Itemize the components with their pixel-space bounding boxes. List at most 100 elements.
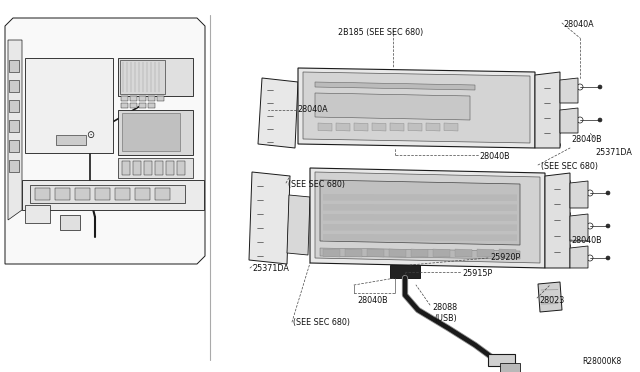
Circle shape xyxy=(556,81,561,87)
Polygon shape xyxy=(560,108,578,133)
Polygon shape xyxy=(411,249,428,257)
Polygon shape xyxy=(336,123,350,131)
Bar xyxy=(56,135,86,145)
Bar xyxy=(9,80,19,92)
Circle shape xyxy=(488,101,502,115)
Text: 25915P: 25915P xyxy=(462,269,492,278)
Text: 28040B: 28040B xyxy=(479,152,509,161)
Polygon shape xyxy=(367,249,384,257)
Polygon shape xyxy=(323,224,517,231)
Circle shape xyxy=(279,136,285,142)
Polygon shape xyxy=(408,123,422,131)
Circle shape xyxy=(556,97,561,103)
Bar xyxy=(155,188,170,200)
Circle shape xyxy=(72,117,108,153)
Circle shape xyxy=(515,208,539,232)
Circle shape xyxy=(269,195,275,201)
Bar xyxy=(135,188,150,200)
Circle shape xyxy=(598,118,602,122)
Bar xyxy=(75,188,90,200)
Bar xyxy=(139,96,146,101)
Bar xyxy=(55,188,70,200)
Circle shape xyxy=(85,90,95,100)
Bar xyxy=(130,96,137,101)
Bar xyxy=(122,161,130,175)
Bar xyxy=(139,103,146,108)
Polygon shape xyxy=(389,249,406,257)
Polygon shape xyxy=(258,78,298,148)
Polygon shape xyxy=(390,123,404,131)
Bar xyxy=(121,103,128,108)
Polygon shape xyxy=(323,194,517,201)
Polygon shape xyxy=(287,195,310,255)
Circle shape xyxy=(257,211,263,217)
Polygon shape xyxy=(354,123,368,131)
Circle shape xyxy=(68,73,112,117)
Bar xyxy=(144,161,152,175)
Circle shape xyxy=(267,126,273,132)
Circle shape xyxy=(269,223,275,229)
Polygon shape xyxy=(444,123,458,131)
Polygon shape xyxy=(318,123,332,131)
Bar xyxy=(148,103,155,108)
Polygon shape xyxy=(323,214,517,221)
Bar xyxy=(166,161,174,175)
Polygon shape xyxy=(323,249,340,257)
Bar xyxy=(35,188,50,200)
Circle shape xyxy=(168,73,176,81)
Bar xyxy=(148,96,155,101)
Circle shape xyxy=(522,215,532,225)
Polygon shape xyxy=(560,78,578,103)
Circle shape xyxy=(257,253,263,259)
Text: 28040B: 28040B xyxy=(571,135,602,144)
Text: 28040B: 28040B xyxy=(571,236,602,245)
Circle shape xyxy=(296,202,301,206)
Circle shape xyxy=(554,186,560,192)
Polygon shape xyxy=(249,172,290,264)
Bar xyxy=(177,161,185,175)
Text: 28040A: 28040A xyxy=(563,20,594,29)
Circle shape xyxy=(78,123,102,147)
Circle shape xyxy=(279,110,285,116)
Bar xyxy=(25,58,113,153)
Text: 25371DA: 25371DA xyxy=(252,264,289,273)
Polygon shape xyxy=(570,181,588,208)
Circle shape xyxy=(267,139,273,145)
Polygon shape xyxy=(499,249,516,257)
Bar xyxy=(9,140,19,152)
Circle shape xyxy=(606,256,610,260)
Bar xyxy=(115,188,130,200)
Polygon shape xyxy=(488,354,515,366)
Circle shape xyxy=(577,117,583,123)
Polygon shape xyxy=(323,234,517,241)
Text: 28023: 28023 xyxy=(539,296,564,305)
Circle shape xyxy=(554,249,560,255)
Circle shape xyxy=(257,183,263,189)
Bar xyxy=(118,110,193,155)
Circle shape xyxy=(566,244,570,248)
Polygon shape xyxy=(538,282,562,312)
Circle shape xyxy=(33,73,77,117)
Circle shape xyxy=(566,260,570,264)
Circle shape xyxy=(267,100,273,106)
Circle shape xyxy=(544,85,550,91)
Text: 2B185 (SEE SEC 680): 2B185 (SEE SEC 680) xyxy=(338,28,423,37)
Text: ⊙: ⊙ xyxy=(86,130,94,140)
Polygon shape xyxy=(477,249,494,257)
Text: (SEE SEC 680): (SEE SEC 680) xyxy=(541,162,598,171)
Polygon shape xyxy=(570,214,588,241)
Text: 28040B: 28040B xyxy=(357,296,388,305)
Circle shape xyxy=(479,92,511,124)
Circle shape xyxy=(566,196,570,201)
Circle shape xyxy=(554,217,560,223)
Polygon shape xyxy=(5,18,205,264)
Polygon shape xyxy=(372,123,386,131)
Polygon shape xyxy=(535,72,560,148)
Bar xyxy=(95,188,110,200)
Polygon shape xyxy=(315,93,470,120)
Circle shape xyxy=(296,228,301,234)
Circle shape xyxy=(269,209,275,215)
Polygon shape xyxy=(320,248,520,259)
Polygon shape xyxy=(320,180,520,245)
Text: 25920P: 25920P xyxy=(490,253,520,262)
